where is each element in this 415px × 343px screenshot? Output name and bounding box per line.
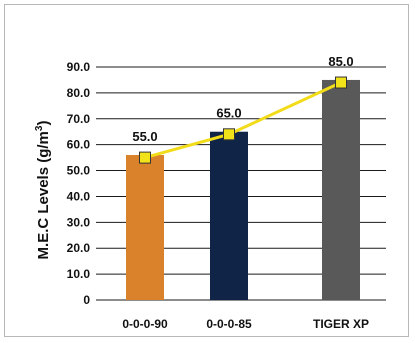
category-labels: 0-0-0-90 0-0-0-85 TIGER XP xyxy=(122,317,369,331)
bar xyxy=(126,155,164,300)
y-tick-label: 90.0 xyxy=(67,60,91,74)
data-label: 65.0 xyxy=(216,106,241,121)
y-tick-label: 60.0 xyxy=(67,138,91,152)
trend-markers xyxy=(139,76,347,164)
y-tick-label: 30.0 xyxy=(67,215,91,229)
trend-marker xyxy=(223,128,235,141)
trend-marker xyxy=(139,151,151,164)
bars xyxy=(126,79,360,300)
y-tick-label: 80.0 xyxy=(67,86,91,100)
data-label: 55.0 xyxy=(132,129,157,144)
bar xyxy=(322,79,360,300)
category-label: 0-0-0-85 xyxy=(206,317,252,331)
y-tick-label: 40.0 xyxy=(67,189,91,203)
bar xyxy=(210,131,248,300)
y-tick-labels: 0 10.0 20.0 30.0 40.0 50.0 60.0 70.0 80.0 90.0 xyxy=(67,60,91,307)
trend-marker xyxy=(335,76,347,89)
y-tick-label: 0 xyxy=(83,293,90,307)
y-tick-label: 10.0 xyxy=(67,267,91,281)
y-tick-label: 70.0 xyxy=(67,112,91,126)
data-label: 85.0 xyxy=(328,54,353,69)
category-label: 0-0-0-90 xyxy=(122,317,168,331)
y-tick-label: 20.0 xyxy=(67,241,91,255)
category-label: TIGER XP xyxy=(313,317,369,331)
y-axis-label: M.E.C Levels (g/m3) xyxy=(34,121,52,260)
data-labels: 55.0 65.0 85.0 xyxy=(132,54,353,144)
y-tick-label: 50.0 xyxy=(67,164,91,178)
